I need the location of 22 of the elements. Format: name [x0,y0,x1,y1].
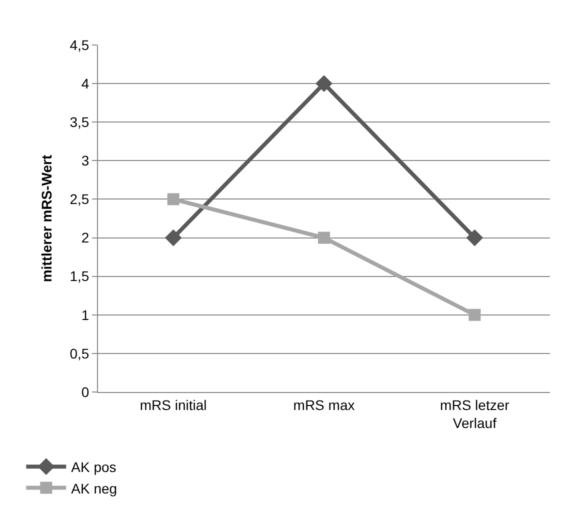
x-tick-label: mRS max [293,396,355,413]
y-tick-label: 3,5 [70,114,90,130]
y-tick-label: 1 [81,306,90,323]
legend-label: AK pos [71,459,116,476]
x-tick-label: mRS letzer Verlauf [440,396,510,431]
point [167,193,180,206]
x-tick-label: mRS initial [140,396,207,413]
point [468,308,481,321]
point [318,232,330,244]
y-axis-title: mittlerer mRS-Wert [38,154,54,282]
legend-label: AK neg [71,480,118,496]
y-tick-label: 0 [81,384,90,400]
y-tick-label: 4,5 [70,36,90,53]
y-tick-label: 3 [81,152,90,169]
y-tick-label: 1,5 [70,268,90,284]
point [164,229,182,246]
point [466,229,484,246]
point [316,75,332,92]
y-tick-label: 2,5 [70,191,90,208]
y-tick-label: 4 [81,75,90,92]
y-tick-label: 2 [81,230,90,246]
y-tick-label: 0,5 [70,345,90,362]
